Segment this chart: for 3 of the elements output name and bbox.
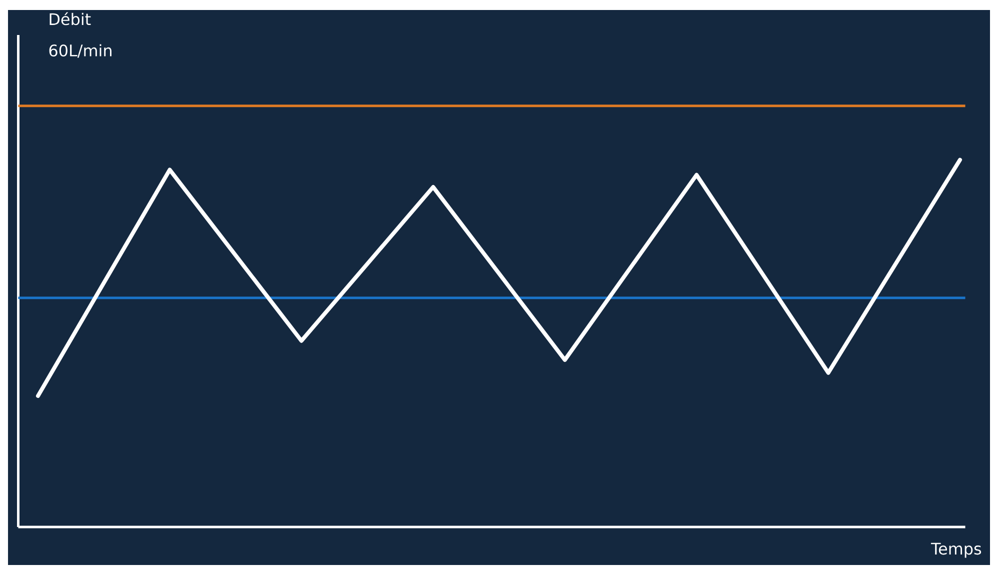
text: Débit (50, 12, 91, 26)
x-axis-title: Temps (930, 542, 982, 558)
text: 60L/min (49, 44, 112, 58)
